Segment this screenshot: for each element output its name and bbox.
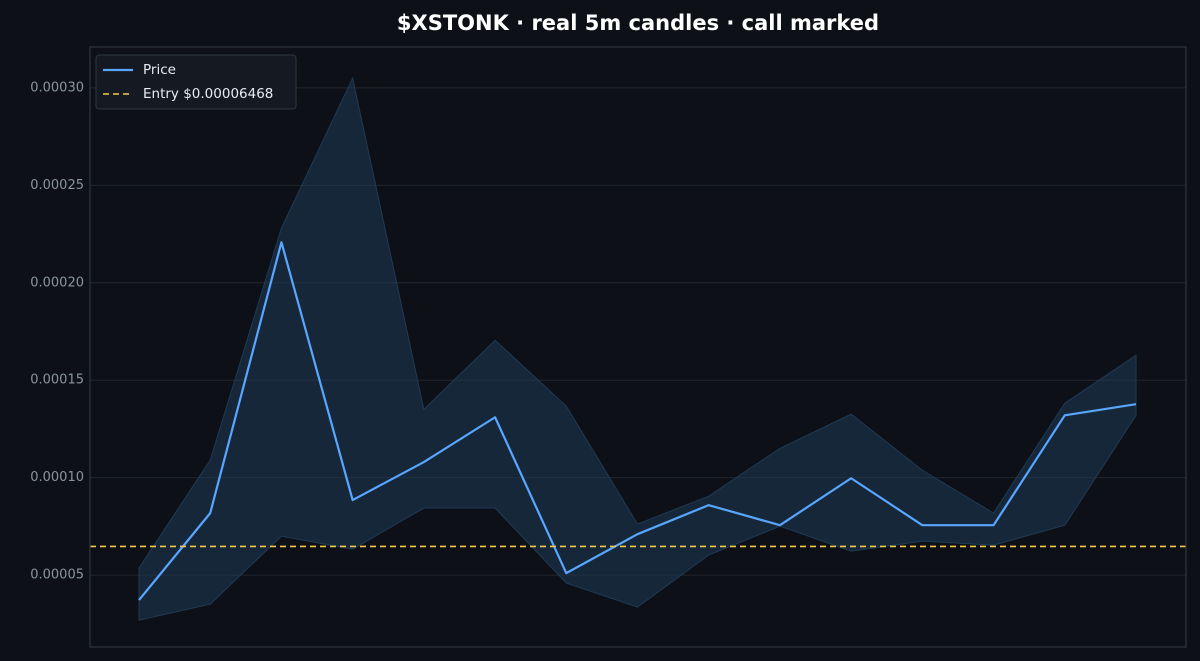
plot-frame (89, 46, 1187, 648)
y-tick-label: 0.00005 (30, 568, 84, 583)
chart-title: $XSTONK · real 5m candles · call marked (397, 11, 879, 35)
y-tick-label: 0.00030 (30, 80, 84, 95)
y-tick-label: 0.00025 (30, 178, 84, 193)
y-tick-label: 0.00010 (30, 470, 84, 485)
legend-label: Price (143, 62, 176, 78)
price-range-band (138, 76, 1137, 621)
price-line (138, 241, 1137, 601)
legend-label: Entry $0.00006468 (143, 86, 273, 102)
y-tick-label: 0.00020 (30, 275, 84, 290)
y-tick-label: 0.00015 (30, 373, 84, 388)
legend-box (95, 54, 297, 110)
